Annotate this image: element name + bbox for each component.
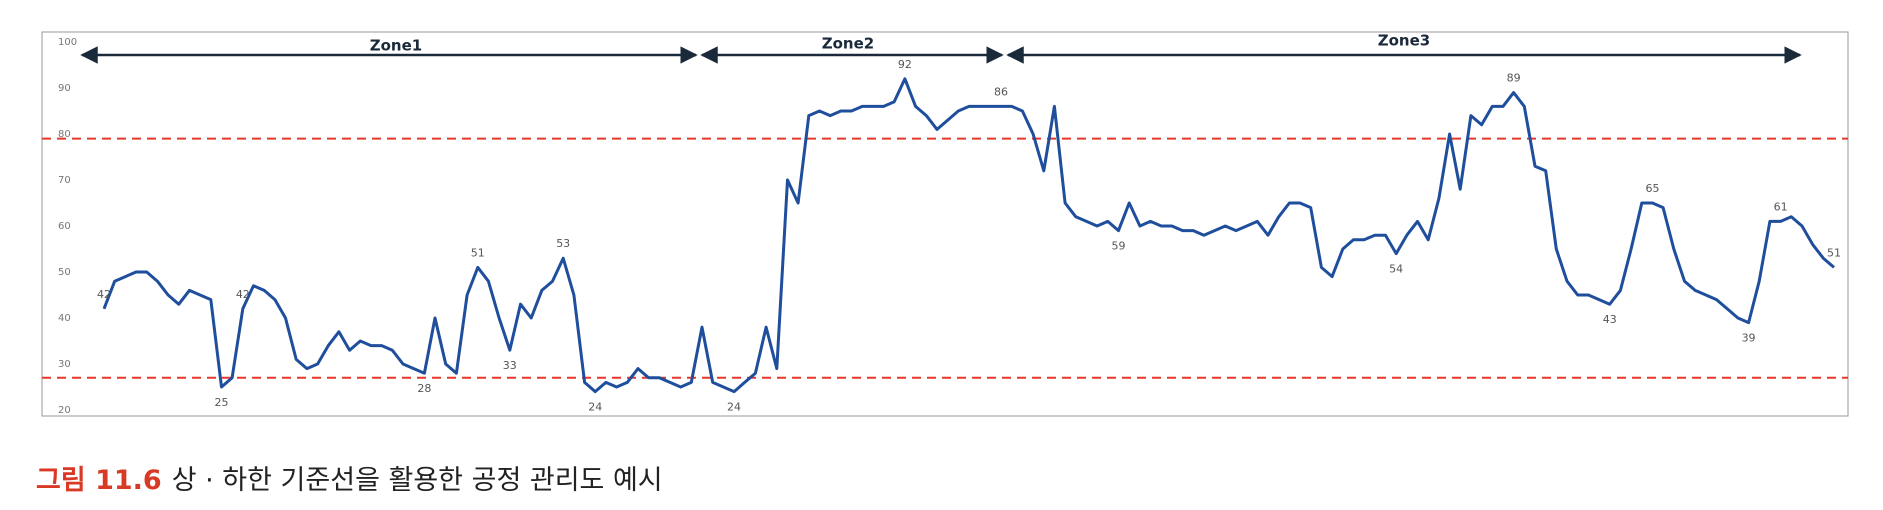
y-tick-label: 20 xyxy=(58,405,71,416)
y-tick-label: 50 xyxy=(58,267,71,278)
zone-label: Zone1 xyxy=(370,37,422,55)
y-tick-label: 30 xyxy=(58,359,71,370)
y-tick-label: 60 xyxy=(58,221,71,232)
value-label: 89 xyxy=(1507,72,1521,85)
value-label: 42 xyxy=(97,288,111,301)
value-label: 65 xyxy=(1645,182,1659,195)
caption-text: 상 · 하한 기준선을 활용한 공정 관리도 예시 xyxy=(171,465,663,496)
data-line xyxy=(102,77,1835,394)
chart: Zone1 Zone2 Zone3 20 30 40 50 60 70 80 90 100 42 2… xyxy=(41,31,1849,417)
y-tick-label: 80 xyxy=(58,129,71,140)
y-tick-label: 70 xyxy=(58,175,71,186)
value-label: 86 xyxy=(994,85,1008,98)
value-label: 42 xyxy=(236,288,250,301)
value-label: 53 xyxy=(556,237,570,250)
y-tick-label: 90 xyxy=(58,83,71,94)
caption: 그림 11.6 상 · 하한 기준선을 활용한 공정 관리도 예시 xyxy=(36,458,663,497)
value-label: 61 xyxy=(1774,200,1788,213)
value-label: 24 xyxy=(727,401,741,414)
value-label: 59 xyxy=(1112,240,1126,253)
value-label: 33 xyxy=(503,359,517,372)
value-label: 54 xyxy=(1389,263,1403,276)
value-label: 25 xyxy=(214,396,228,409)
zone-label: Zone2 xyxy=(822,35,874,53)
value-label: 28 xyxy=(417,382,431,395)
value-label: 43 xyxy=(1603,313,1617,326)
y-tick-label: 40 xyxy=(58,313,71,324)
value-label: 39 xyxy=(1742,332,1756,345)
value-label: 51 xyxy=(471,246,485,259)
value-label: 92 xyxy=(898,58,912,71)
zone-label: Zone3 xyxy=(1378,32,1430,50)
plot-frame xyxy=(41,31,1849,417)
y-tick-label: 100 xyxy=(58,37,77,48)
value-label: 24 xyxy=(588,401,602,414)
value-label: 51 xyxy=(1827,246,1841,259)
caption-label: 그림 11.6 xyxy=(36,465,162,496)
